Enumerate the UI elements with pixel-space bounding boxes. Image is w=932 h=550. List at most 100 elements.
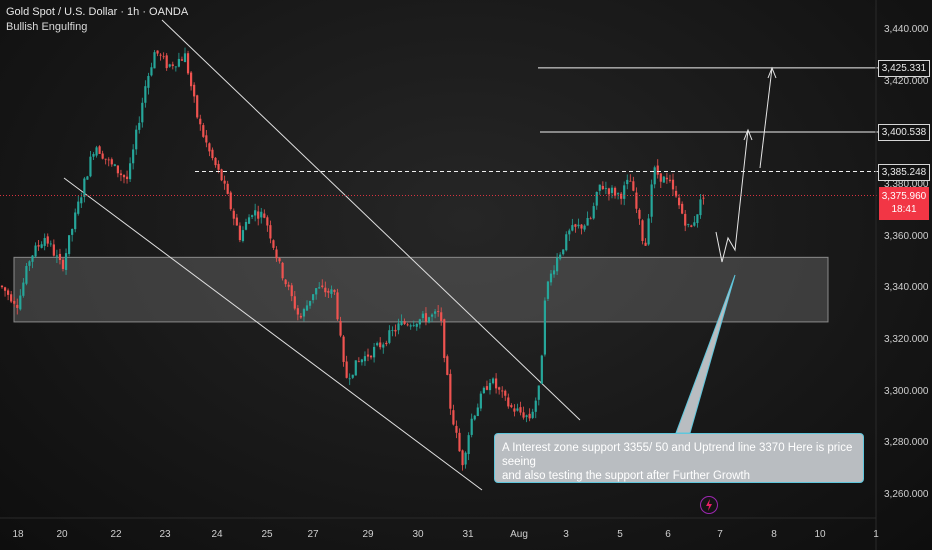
- candle-down: [656, 165, 659, 175]
- candle-up: [397, 323, 400, 331]
- candle-down: [226, 183, 229, 194]
- candle-down: [498, 387, 501, 390]
- candle-down: [342, 336, 345, 362]
- projection-arrowhead-1: [743, 128, 753, 141]
- x-tick-label: 7: [717, 529, 723, 540]
- candle-down: [202, 125, 205, 137]
- candle-down: [0, 285, 4, 288]
- candle-up: [562, 249, 565, 255]
- candle-down: [607, 188, 611, 195]
- candle-down: [266, 217, 269, 226]
- candle-down: [16, 304, 19, 308]
- x-tick-label: 18: [12, 529, 24, 540]
- candle-down: [339, 321, 342, 336]
- candle-down: [13, 300, 16, 304]
- candle-up: [421, 313, 424, 319]
- candle-up: [556, 257, 559, 272]
- candle-up: [168, 64, 171, 67]
- candle-up: [86, 176, 89, 180]
- candle-down: [458, 432, 461, 452]
- candle-up: [391, 330, 394, 331]
- candle-down: [281, 262, 284, 279]
- x-tick-label: 31: [462, 529, 474, 540]
- candle-up: [412, 325, 415, 327]
- candle-down: [125, 176, 129, 180]
- candle-up: [302, 309, 306, 317]
- candle-up: [330, 289, 333, 294]
- candle-up: [132, 149, 135, 164]
- candle-down: [641, 220, 644, 241]
- x-tick-label: 10: [814, 529, 826, 540]
- candle-up: [516, 408, 519, 411]
- x-tick-label: Aug: [510, 529, 528, 540]
- candle-up: [71, 228, 74, 235]
- x-tick-label: 30: [412, 529, 424, 540]
- candle-up: [400, 320, 403, 326]
- level-label-3: 3,385.248: [878, 164, 930, 181]
- candle-down: [504, 390, 507, 396]
- candle-up: [363, 356, 367, 362]
- candle-down: [299, 315, 302, 318]
- candle-up: [64, 253, 68, 270]
- candle-down: [7, 290, 10, 295]
- candle-up: [183, 53, 187, 63]
- x-tick-label: 6: [665, 529, 671, 540]
- y-tick-label: 3,440.000: [884, 24, 929, 35]
- candle-up: [373, 346, 376, 358]
- candle-up: [31, 255, 34, 262]
- candle-up: [549, 273, 553, 283]
- candle-down: [104, 158, 107, 160]
- candle-down: [440, 312, 443, 321]
- candle-up: [467, 435, 470, 455]
- candle-up: [434, 311, 437, 314]
- candle-up: [470, 418, 473, 435]
- candle-down: [369, 355, 373, 358]
- projection-path-2: [759, 67, 773, 169]
- candle-up: [153, 52, 156, 69]
- lightning-bolt-icon[interactable]: [700, 496, 718, 514]
- candle-up: [254, 210, 257, 216]
- candle-down: [678, 197, 681, 206]
- candle-down: [394, 329, 397, 332]
- candle-down: [437, 311, 440, 312]
- candle-up: [244, 222, 248, 230]
- candle-up: [647, 218, 650, 245]
- candle-down: [284, 279, 287, 285]
- candle-down: [449, 373, 452, 409]
- support-zone: [13, 256, 829, 323]
- candle-down: [336, 292, 339, 320]
- chart-header: Gold Spot / U.S. Dollar · 1h · OANDA Bul…: [6, 5, 188, 35]
- candle-down: [238, 225, 241, 241]
- annotation-callout[interactable]: A Interest zone support 3355/ 50 and Upt…: [494, 433, 864, 483]
- symbol-title[interactable]: Gold Spot / U.S. Dollar · 1h · OANDA: [6, 6, 189, 18]
- candle-up: [552, 270, 556, 275]
- candle-down: [229, 192, 232, 210]
- candle-down: [119, 173, 123, 176]
- candle-down: [101, 153, 104, 159]
- candle-down: [257, 211, 260, 219]
- candle-up: [418, 319, 421, 325]
- candle-down: [485, 386, 489, 390]
- candle-down: [107, 159, 110, 161]
- candle-up: [617, 193, 620, 195]
- candle-down: [321, 285, 324, 287]
- candle-up: [251, 215, 254, 217]
- candle-up: [626, 179, 629, 185]
- candle-up: [19, 295, 22, 310]
- candle-down: [217, 163, 220, 170]
- candle-up: [687, 224, 690, 225]
- candle-down: [58, 253, 62, 261]
- candle-up: [92, 153, 95, 157]
- candle-up: [138, 122, 141, 130]
- candle-up: [68, 235, 71, 254]
- channel-lower-line: [63, 177, 483, 491]
- candle-up: [22, 282, 25, 296]
- y-tick-label: 3,420.000: [884, 75, 929, 87]
- candle-up: [308, 300, 312, 306]
- candle-down: [510, 405, 513, 408]
- candle-up: [693, 222, 696, 226]
- candle-down: [665, 177, 668, 180]
- candle-down: [519, 407, 522, 413]
